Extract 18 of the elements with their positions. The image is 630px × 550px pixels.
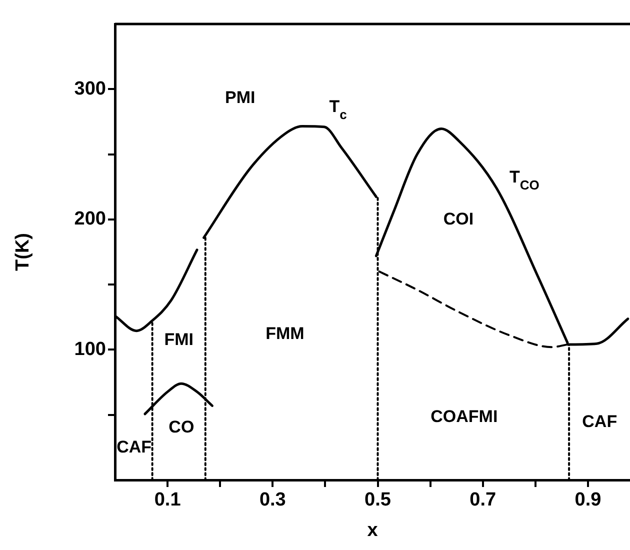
annotation: FMM (266, 324, 304, 343)
x-tick-label: 0.3 (259, 490, 286, 511)
x-tick-label: 0.5 (364, 490, 392, 511)
y-tick-label: 100 (74, 338, 106, 360)
x-axis-title: x (367, 520, 378, 541)
annotation: COAFMI (430, 407, 498, 426)
y-tick-label: 300 (74, 78, 106, 100)
annotation: CO (168, 418, 194, 437)
annotation: CAF (582, 412, 618, 432)
annotation: CAF (116, 437, 152, 456)
annotation: FMI (164, 330, 194, 350)
x-tick-label: 0.1 (154, 490, 182, 511)
annotation: COI (443, 209, 474, 228)
x-tick-label: 0.9 (574, 490, 602, 511)
y-axis-title: T(K) (12, 233, 34, 271)
y-tick-label: 200 (74, 208, 106, 230)
x-tick-label: 0.7 (470, 490, 496, 511)
annotation: PMI (225, 88, 256, 108)
